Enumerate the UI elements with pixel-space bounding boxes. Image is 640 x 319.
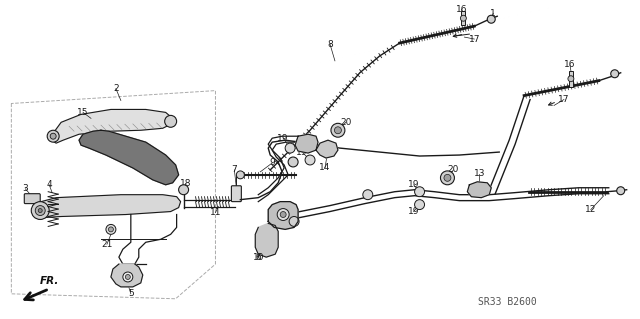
Circle shape <box>50 133 56 139</box>
Text: 7: 7 <box>232 166 237 174</box>
Polygon shape <box>255 223 278 257</box>
Circle shape <box>35 205 45 216</box>
Circle shape <box>38 209 42 212</box>
Text: 19: 19 <box>408 180 419 189</box>
Text: 6: 6 <box>255 253 261 262</box>
Polygon shape <box>316 140 338 158</box>
Text: 9: 9 <box>269 159 275 167</box>
Circle shape <box>305 155 315 165</box>
Bar <box>461 11 465 25</box>
Circle shape <box>277 209 289 220</box>
Circle shape <box>444 174 451 181</box>
Text: 10: 10 <box>253 253 264 262</box>
Text: 19: 19 <box>408 207 419 216</box>
Circle shape <box>108 227 113 232</box>
Bar <box>569 71 573 87</box>
Text: 20: 20 <box>340 118 351 127</box>
FancyBboxPatch shape <box>24 194 40 204</box>
Circle shape <box>568 76 574 82</box>
Polygon shape <box>111 264 143 287</box>
Text: 20: 20 <box>448 166 459 174</box>
Text: 19: 19 <box>277 134 289 143</box>
Text: 8: 8 <box>327 40 333 48</box>
Text: 13: 13 <box>474 169 485 178</box>
Polygon shape <box>37 195 180 218</box>
Polygon shape <box>51 109 173 143</box>
Text: 11: 11 <box>210 208 221 217</box>
Circle shape <box>415 187 424 197</box>
Circle shape <box>415 200 424 210</box>
Text: 4: 4 <box>46 180 52 189</box>
Text: 17: 17 <box>558 95 570 104</box>
Text: 15: 15 <box>77 108 89 117</box>
Circle shape <box>280 211 286 218</box>
Circle shape <box>47 130 59 142</box>
Circle shape <box>617 187 625 195</box>
Circle shape <box>331 123 345 137</box>
Circle shape <box>335 127 341 134</box>
Circle shape <box>363 190 372 200</box>
Polygon shape <box>79 130 179 185</box>
Circle shape <box>460 15 467 21</box>
Text: 5: 5 <box>128 289 134 298</box>
Text: 14: 14 <box>319 163 331 173</box>
Circle shape <box>487 15 495 23</box>
Text: 12: 12 <box>585 205 596 214</box>
Text: 18: 18 <box>180 179 191 188</box>
Text: 17: 17 <box>468 34 480 44</box>
Text: 16: 16 <box>456 5 467 14</box>
Polygon shape <box>467 182 492 198</box>
Circle shape <box>440 171 454 185</box>
Circle shape <box>288 157 298 167</box>
Circle shape <box>106 225 116 234</box>
Circle shape <box>236 171 244 179</box>
Polygon shape <box>268 202 298 229</box>
Text: 19: 19 <box>296 148 308 157</box>
Text: 21: 21 <box>101 240 113 249</box>
Circle shape <box>611 70 619 78</box>
Circle shape <box>289 217 299 226</box>
Circle shape <box>31 202 49 219</box>
Circle shape <box>164 115 177 127</box>
Text: FR.: FR. <box>40 276 59 286</box>
FancyBboxPatch shape <box>232 186 241 202</box>
Circle shape <box>285 143 295 153</box>
Circle shape <box>125 274 131 279</box>
Circle shape <box>123 272 133 282</box>
Text: 16: 16 <box>564 60 575 69</box>
Text: 3: 3 <box>22 184 28 193</box>
Circle shape <box>179 185 189 195</box>
Polygon shape <box>295 134 318 153</box>
Text: SR33 B2600: SR33 B2600 <box>478 297 536 307</box>
Text: 2: 2 <box>113 84 118 93</box>
Text: 1: 1 <box>490 9 496 18</box>
